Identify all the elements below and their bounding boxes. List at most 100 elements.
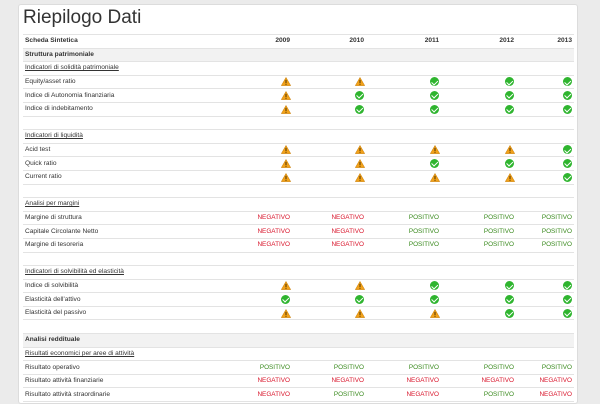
indicator-cell — [366, 169, 441, 185]
status-cell: POSITIVO — [366, 210, 441, 225]
year-header: 2013 — [516, 34, 574, 49]
check-circle-icon — [281, 294, 290, 304]
row-label: Equity/asset ratio — [23, 74, 204, 89]
status-cell: POSITIVO — [516, 210, 574, 225]
table-header-row: Scheda Sintetica 2009 2010 2011 2012 201… — [23, 34, 574, 49]
status-text: NEGATIVO — [406, 377, 439, 385]
group-title: Indicatori di solvibilità ed elasticità — [23, 265, 204, 280]
status-text: POSITIVO — [408, 214, 439, 222]
empty-cell — [204, 333, 292, 348]
status-text: POSITIVO — [541, 227, 572, 235]
spacer-row — [23, 183, 574, 198]
status-cell: POSITIVO — [441, 210, 516, 225]
empty-cell — [292, 61, 366, 76]
status-cell: POSITIVO — [441, 360, 516, 375]
check-circle-icon — [505, 91, 514, 101]
empty-cell — [441, 346, 516, 361]
table-row: Elasticità del passivo — [23, 305, 574, 320]
check-circle-icon — [505, 294, 514, 304]
warning-icon — [355, 172, 365, 182]
warning-icon — [281, 77, 291, 87]
group-title: Risultati economici per aree di attività — [23, 346, 204, 361]
status-text: POSITIVO — [483, 241, 514, 249]
check-circle-icon — [505, 159, 514, 169]
empty-cell — [441, 115, 516, 130]
status-cell: POSITIVO — [516, 224, 574, 239]
status-text: NEGATIVO — [481, 377, 514, 385]
status-cell: POSITIVO — [292, 360, 366, 375]
check-circle-icon — [563, 294, 572, 304]
empty-cell — [366, 333, 441, 348]
table-row: Indice di solvibilità — [23, 278, 574, 293]
status-text: POSITIVO — [333, 390, 364, 398]
empty-cell — [204, 115, 292, 130]
indicator-cell — [441, 292, 516, 307]
row-label: Indice di indebitamento — [23, 101, 204, 117]
indicator-cell — [516, 88, 574, 103]
check-circle-icon — [430, 77, 439, 87]
indicator-cell — [516, 278, 574, 293]
indicator-cell — [204, 278, 292, 293]
spacer-row — [23, 251, 574, 266]
indicator-cell — [292, 169, 366, 185]
empty-cell — [292, 346, 366, 361]
empty-cell — [204, 346, 292, 361]
status-text: NEGATIVO — [539, 377, 572, 385]
empty-cell — [204, 129, 292, 144]
indicator-cell — [441, 305, 516, 320]
empty-cell — [292, 319, 366, 334]
check-circle-icon — [563, 308, 572, 318]
empty-cell — [204, 197, 292, 212]
indicator-cell — [441, 101, 516, 117]
indicator-cell — [204, 292, 292, 307]
year-header: 2012 — [441, 34, 516, 49]
empty-cell — [366, 115, 441, 130]
year-header: 2010 — [292, 34, 366, 49]
indicator-cell — [292, 142, 366, 157]
indicator-cell — [292, 101, 366, 117]
header-label: Scheda Sintetica — [23, 34, 204, 49]
status-cell: POSITIVO — [516, 360, 574, 375]
indicator-cell — [516, 169, 574, 185]
empty-cell — [292, 265, 366, 280]
status-text: POSITIVO — [483, 214, 514, 222]
status-text: NEGATIVO — [331, 227, 364, 235]
table-row: Risultato attività straordinarie NEGATIVO… — [23, 387, 574, 402]
row-label: Margine di tesoreria — [23, 237, 204, 252]
indicator-cell — [366, 74, 441, 89]
check-circle-icon — [430, 281, 439, 291]
row-label: Indice di Autonomia finanziaria — [23, 88, 204, 103]
empty-cell — [366, 251, 441, 266]
table-row: Equity/asset ratio — [23, 74, 574, 89]
row-label: Risultato operativo — [23, 360, 204, 375]
check-circle-icon — [505, 77, 514, 87]
warning-icon — [281, 172, 291, 182]
empty-cell — [292, 129, 366, 144]
spacer-row — [23, 319, 574, 334]
indicator-cell — [516, 74, 574, 89]
empty-cell — [441, 197, 516, 212]
indicator-cell — [292, 292, 366, 307]
indicator-cell — [204, 142, 292, 157]
indicator-cell — [366, 292, 441, 307]
status-cell: NEGATIVO — [204, 387, 292, 402]
empty-cell — [204, 61, 292, 76]
table-row: Risultato operativo POSITIVO POSITIVO POSIT… — [23, 360, 574, 375]
empty-cell — [516, 251, 574, 266]
warning-icon — [430, 172, 440, 182]
section-row: Struttura patrimoniale — [23, 47, 574, 62]
table-row: Elasticità dell'attivo — [23, 292, 574, 307]
status-text: POSITIVO — [541, 363, 572, 371]
section-title: Struttura patrimoniale — [23, 47, 204, 62]
status-text: NEGATIVO — [406, 390, 439, 398]
status-cell: NEGATIVO — [204, 237, 292, 252]
check-circle-icon — [505, 281, 514, 291]
table-row: Current ratio — [23, 169, 574, 185]
status-text: POSITIVO — [541, 214, 572, 222]
status-text: NEGATIVO — [331, 241, 364, 249]
table-row: Indice di indebitamento — [23, 101, 574, 117]
table-row: Quick ratio — [23, 156, 574, 171]
check-circle-icon — [563, 77, 572, 87]
indicator-cell — [516, 142, 574, 157]
status-text: NEGATIVO — [257, 214, 290, 222]
